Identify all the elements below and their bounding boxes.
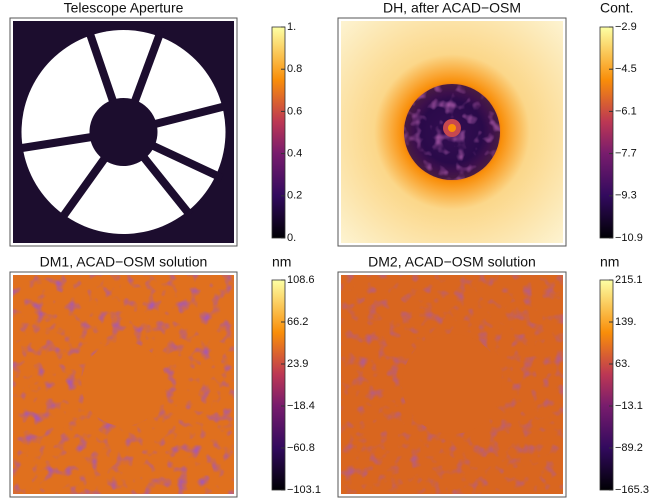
colorbar-tick-label: −6.1 (615, 105, 637, 117)
colorbar-tick-label: −13.1 (615, 400, 643, 412)
panel-title: DH, after ACAD−OSM (383, 0, 521, 16)
colorbar-tick-label: 108.6 (287, 274, 315, 286)
dm2-image (337, 271, 567, 498)
dark-hole-image (337, 17, 567, 247)
colorbar-tick-label: 215.1 (615, 274, 643, 286)
colorbar-tick-label: 66.2 (287, 316, 308, 328)
colorbar (271, 279, 286, 491)
colorbar-tick-label: −89.2 (615, 442, 643, 454)
colorbar-tick-label: 0.8 (287, 63, 302, 75)
colorbar-unit: nm (600, 254, 619, 270)
panel-title: DM1, ACAD−OSM solution (40, 254, 208, 270)
colorbar-tick-label: −2.9 (615, 21, 637, 33)
colorbar (599, 279, 614, 491)
colorbar (599, 26, 614, 239)
colorbar-tick-label: −4.5 (615, 63, 637, 75)
colorbar-tick-label: 1. (287, 21, 296, 33)
colorbar-tick-label: 0.4 (287, 148, 302, 160)
colorbar-tick-label: −103.1 (287, 484, 321, 496)
colorbar-unit: Cont. (600, 0, 633, 16)
colorbar-tick-label: −7.7 (615, 148, 637, 160)
colorbar-tick-label: −165.3 (615, 484, 649, 496)
colorbar-tick-label: −60.8 (287, 442, 315, 454)
colorbar-unit: nm (272, 254, 291, 270)
colorbar-tick-label: 139. (615, 316, 636, 328)
colorbar-tick-label: 0.2 (287, 190, 302, 202)
colorbar-tick-label: 23.9 (287, 358, 308, 370)
colorbar (271, 26, 286, 239)
colorbar-tick-label: −9.3 (615, 190, 637, 202)
colorbar-tick-label: 0. (287, 232, 296, 244)
aperture-image (9, 17, 238, 247)
colorbar-tick-label: −18.4 (287, 400, 315, 412)
dm1-image (9, 271, 238, 498)
colorbar-tick-label: 63. (615, 358, 630, 370)
colorbar-tick-label: 0.6 (287, 105, 302, 117)
colorbar-tick-label: −10.9 (615, 232, 643, 244)
panel-title: DM2, ACAD−OSM solution (368, 254, 536, 270)
panel-title: Telescope Aperture (64, 0, 184, 16)
